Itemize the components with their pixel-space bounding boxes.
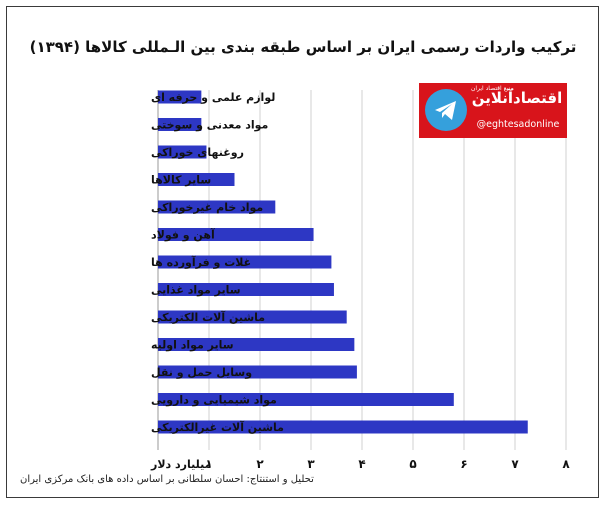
x-tick-label: ۵ [409, 457, 416, 471]
category-label: ماشین آلات غیرالکتریکی [151, 420, 284, 434]
bar [158, 255, 332, 269]
logo-tagline: منبع اقتصاد ایران [471, 85, 514, 92]
x-tick-label: ۸ [562, 457, 570, 471]
bar [158, 200, 276, 214]
category-label: مواد شیمیایی و دارویی [151, 394, 277, 407]
bar [158, 310, 347, 324]
bar [158, 228, 314, 241]
category-label: سایر مواد اولیه [151, 339, 234, 352]
x-tick-label: ۶ [460, 457, 467, 471]
chart-title: ترکیب واردات رسمی ایران بر اساس طبقه بند… [29, 38, 577, 56]
category-label: روغنهای خوراکی [151, 146, 244, 159]
bar [158, 90, 202, 104]
bar [158, 420, 528, 434]
brand-logo[interactable]: منبع اقتصاد ایران اقتصادآنلاین @eghtesad… [419, 83, 567, 138]
bar [158, 118, 202, 131]
bar [158, 338, 355, 351]
logo-name: اقتصادآنلاین [471, 89, 563, 107]
x-tick-label: ۳ [307, 457, 315, 471]
category-label: ماشین آلات الکتریکی [151, 310, 265, 324]
category-label: مواد معدنی و سوختی [151, 119, 268, 132]
x-tick-label: ۲ [256, 457, 264, 471]
telegram-icon [425, 89, 467, 131]
category-label: سایر کالاها [151, 174, 211, 187]
bar [158, 393, 454, 406]
category-label: غلات و فرآورده ها [151, 255, 251, 269]
x-tick-label: ۴ [358, 457, 365, 471]
source-credit: تحلیل و استنتاج: احسان سلطانی بر اساس دا… [20, 474, 314, 485]
x-tick-label: ۷ [511, 457, 519, 471]
category-label: وسایل حمل و نقل [151, 366, 252, 379]
bar [158, 145, 207, 159]
bar [158, 365, 357, 379]
x-tick-label: ۱ [205, 457, 212, 471]
logo-url: @eghtesadonline [476, 119, 560, 130]
category-label: سایر مواد غذایی [151, 284, 241, 297]
category-label: لوازم علمی و حرفه ای [151, 91, 275, 104]
bar [158, 283, 334, 296]
x-axis-label: میلیارد دلار [150, 458, 211, 471]
category-label: مواد خام غیرخوراکی [151, 201, 263, 214]
bar [158, 173, 235, 186]
category-label: آهن و فولاد [151, 228, 215, 242]
